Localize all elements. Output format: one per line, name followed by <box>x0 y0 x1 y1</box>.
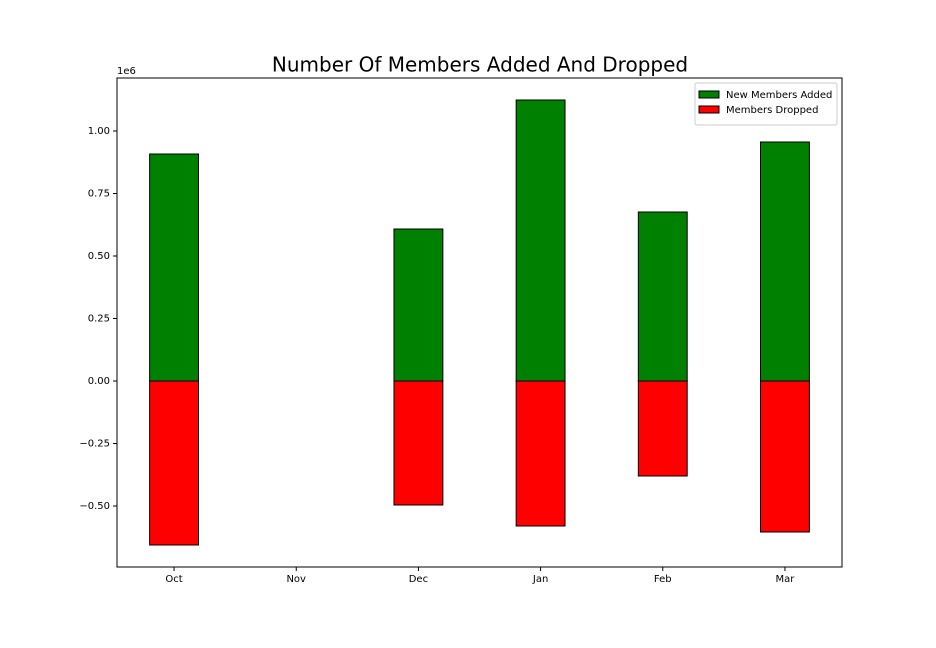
chart-title: Number Of Members Added And Dropped <box>272 53 688 77</box>
bar <box>515 380 566 527</box>
y-tick-label: 0.50 <box>88 251 110 262</box>
bar <box>393 380 444 506</box>
bar <box>637 380 688 477</box>
y-tick-label: 0.75 <box>88 189 110 200</box>
y-tick-label: 0.00 <box>88 376 110 387</box>
bar <box>149 153 199 382</box>
x-tick-label: Feb <box>654 574 672 585</box>
x-tick-label: Nov <box>286 574 306 585</box>
bar <box>637 211 688 382</box>
bar <box>760 380 810 533</box>
legend-label: New Members Added <box>726 90 832 101</box>
bar <box>515 99 566 382</box>
legend-frame <box>694 82 838 126</box>
legend-swatch <box>698 105 720 114</box>
legend-label: Members Dropped <box>726 105 818 116</box>
bar <box>149 380 199 546</box>
y-tick-label: 0.25 <box>88 314 110 325</box>
x-tick-label: Jan <box>532 574 548 585</box>
x-tick-label: Dec <box>409 574 428 585</box>
bar <box>393 228 444 382</box>
y-tick-label: 1.00 <box>88 126 110 137</box>
legend-swatch <box>698 90 720 99</box>
y-tick-label: −0.25 <box>79 439 110 450</box>
bar <box>760 141 810 382</box>
x-tick-label: Mar <box>776 574 796 585</box>
x-tick-label: Oct <box>165 574 182 585</box>
offset-label: 1e6 <box>117 66 136 77</box>
plot-frame <box>116 77 843 568</box>
y-tick-label: −0.50 <box>79 501 110 512</box>
